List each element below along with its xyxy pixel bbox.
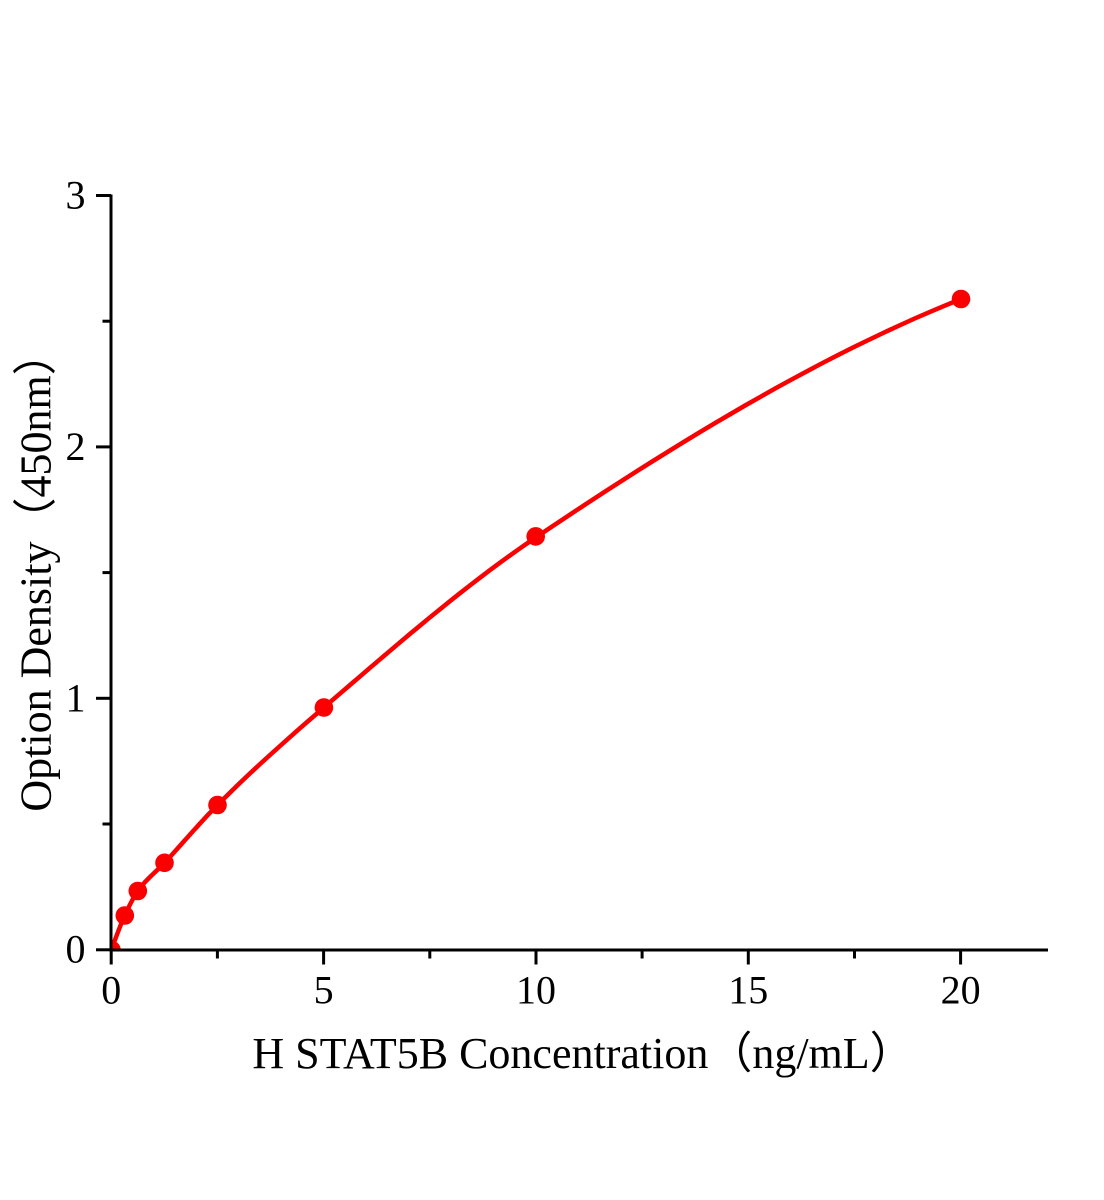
svg-text:1: 1 (66, 675, 86, 720)
svg-text:0: 0 (101, 968, 121, 1013)
svg-text:20: 20 (941, 968, 981, 1013)
svg-text:2: 2 (66, 424, 86, 469)
svg-text:10: 10 (516, 968, 556, 1013)
svg-text:Option Density（450nm）: Option Density（450nm） (12, 331, 61, 811)
svg-text:H STAT5B Concentration（ng/mL）: H STAT5B Concentration（ng/mL） (252, 1029, 913, 1078)
svg-text:5: 5 (314, 968, 334, 1013)
svg-text:15: 15 (728, 968, 768, 1013)
svg-text:0: 0 (66, 927, 86, 972)
svg-text:3: 3 (66, 173, 86, 218)
